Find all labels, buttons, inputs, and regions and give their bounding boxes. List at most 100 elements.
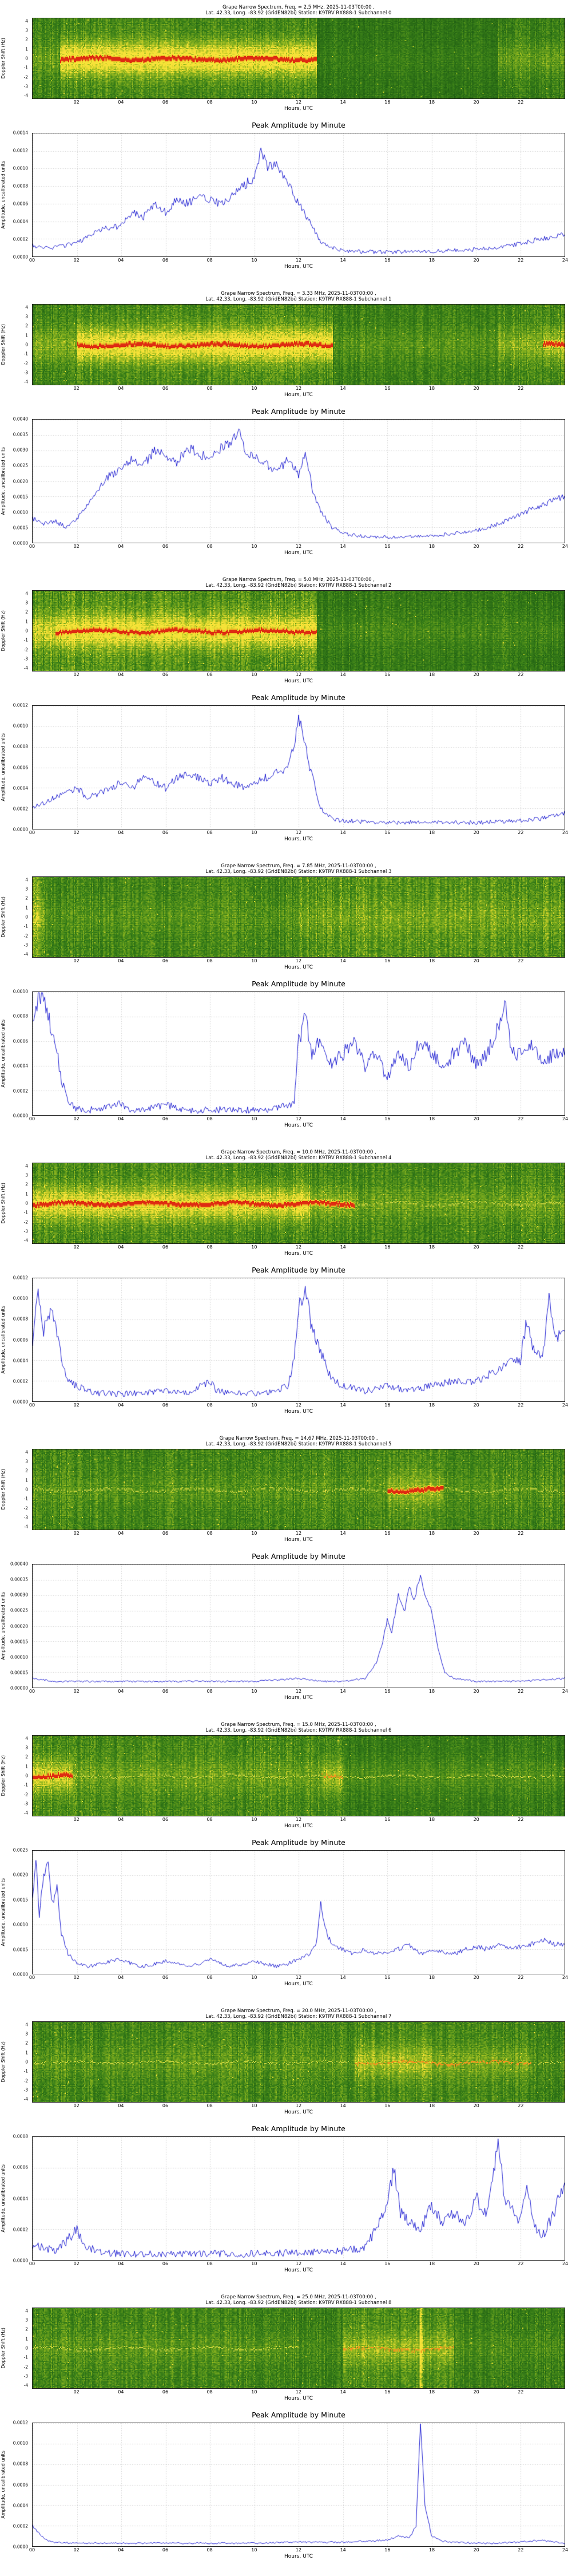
spectrogram-ytick: -2: [23, 1506, 28, 1511]
amplitude-xtick: 14: [340, 1975, 346, 1980]
amplitude-ytick: 0.0000: [13, 540, 28, 546]
spectrogram-xtick: 06: [162, 100, 169, 105]
spectrogram-xtick-labels: 02 04 06 08 10 12 14 16 18 20 22: [32, 1530, 565, 1537]
amplitude-xtick: 16: [384, 258, 391, 263]
spectrogram-ytick: 2: [25, 2040, 28, 2046]
amplitude-xtick: 08: [206, 830, 213, 835]
amplitude-xtick: 14: [340, 1689, 346, 1694]
amplitude-xtick: 00: [29, 1689, 35, 1694]
amplitude-ytick-labels: 0.0000 0.0002 0.0004 0.0006 0.0008 0.0010 0.00…: [6, 2420, 30, 2550]
spectrogram-ytick: -1: [23, 923, 28, 929]
spectrogram-xtick: 08: [206, 1244, 213, 1250]
amplitude-xtick-labels: 00 02 04 06 08 10 12 14 16 18 20 22 24: [29, 1974, 568, 1981]
amplitude-ytick: 0.0000: [13, 254, 28, 260]
amplitude-xtick: 08: [206, 2261, 213, 2266]
doppler-spectrogram-image: [33, 2308, 565, 2388]
spectrogram-xtick: 12: [295, 386, 302, 391]
amplitude-ytick: 0.0000: [13, 1113, 28, 1119]
spectrogram-title-line2: Lat. 42.33, Long. -83.92 (GridEN82bi) St…: [205, 2300, 392, 2306]
amplitude-xtick: 06: [162, 2547, 169, 2553]
amplitude-xtick: 22: [518, 258, 524, 263]
spectrogram-xtick: 20: [473, 958, 479, 963]
amplitude-xtick: 18: [428, 1689, 435, 1694]
amplitude-xtick: 22: [518, 1402, 524, 1408]
amplitude-xtick: 02: [73, 1689, 80, 1694]
spectrogram-xtick: 12: [295, 2389, 302, 2395]
amplitude-xtick: 20: [473, 830, 479, 835]
doppler-spectrogram-image: [33, 591, 565, 671]
amplitude-xtick: 04: [118, 2261, 124, 2266]
spectrogram-ytick: 0: [25, 2059, 28, 2065]
subchannel-section-8: Grape Narrow Spectrum, Freq. = 25.0 MHz,…: [0, 2290, 572, 2576]
amplitude-xtick: 22: [518, 830, 524, 835]
amplitude-xtick: 16: [384, 544, 391, 549]
spectrogram-xtick: 16: [384, 672, 391, 677]
peak-amplitude-chart: [33, 2423, 565, 2546]
spectrogram-xtick: 12: [295, 672, 302, 677]
amplitude-plot-frame: [32, 705, 565, 829]
spectrogram-ytick: 0: [25, 1200, 28, 1206]
amplitude-xtick: 20: [473, 2547, 479, 2553]
amplitude-ytick: 0.0006: [13, 765, 28, 770]
spectrogram-xlabel: Hours, UTC: [284, 1823, 313, 1829]
doppler-spectrogram-image: [33, 305, 565, 385]
amplitude-xtick: 06: [162, 1975, 169, 1980]
subchannel-section-7: Grape Narrow Spectrum, Freq. = 20.0 MHz,…: [0, 2004, 572, 2290]
amplitude-ytick: 0.0010: [13, 1922, 28, 1927]
amplitude-xtick: 16: [384, 1116, 391, 1121]
spectrogram-ytick: 3: [25, 1745, 28, 1751]
amplitude-xtick: 20: [473, 1689, 479, 1694]
spectrogram-ytick: 3: [25, 2031, 28, 2037]
spectrogram-ytick: 0: [25, 1773, 28, 1779]
amplitude-ytick: 0.0002: [13, 2523, 28, 2529]
amplitude-ytick: 0.0005: [13, 525, 28, 531]
amplitude-ytick: 0.0015: [13, 1897, 28, 1903]
amplitude-chart-title: Peak Amplitude by Minute: [252, 1266, 345, 1274]
amplitude-xtick-labels: 00 02 04 06 08 10 12 14 16 18 20 22 24: [29, 543, 569, 550]
spectrogram-title-line2: Lat. 42.33, Long. -83.92 (GridEN82bi) St…: [205, 297, 392, 302]
spectrogram-xtick: 04: [118, 1817, 124, 1822]
spectrogram-xtick: 06: [162, 2389, 169, 2395]
amplitude-ylabel: Amplitude, uncalibrated units: [1, 161, 6, 229]
spectrogram-xtick: 14: [340, 1817, 346, 1822]
spectrogram-ytick: 1: [25, 2050, 28, 2056]
amplitude-xtick: 18: [428, 2261, 435, 2266]
spectrogram-title-line2: Lat. 42.33, Long. -83.92 (GridEN82bi) St…: [205, 869, 392, 875]
amplitude-xtick: 12: [295, 2261, 302, 2266]
spectrogram-xtick: 16: [384, 1531, 391, 1536]
amplitude-xtick: 10: [251, 1116, 257, 1121]
spectrogram-xtick: 02: [73, 100, 80, 105]
spectrogram-ytick: -2: [23, 2364, 28, 2370]
amplitude-xtick: 24: [562, 544, 569, 549]
amplitude-xtick: 24: [562, 2261, 569, 2266]
amplitude-xtick: 10: [251, 544, 257, 549]
spectrogram-xtick: 08: [206, 386, 213, 391]
amplitude-chart-title: Peak Amplitude by Minute: [252, 407, 345, 416]
spectrogram-ytick: -3: [23, 1801, 28, 1807]
spectrogram-ytick: -2: [23, 2078, 28, 2084]
amplitude-xtick: 00: [29, 1402, 35, 1408]
spectrogram-xtick-labels: 02 04 06 08 10 12 14 16 18 20 22: [32, 2103, 565, 2109]
amplitude-xtick: 06: [162, 2261, 169, 2266]
amplitude-xtick: 12: [295, 1975, 302, 1980]
amplitude-ytick-labels: 0.0000 0.0005 0.0010 0.0015 0.0020 0.0025: [6, 1848, 30, 1977]
amplitude-ytick: 0.0004: [13, 1358, 28, 1364]
spectrogram-ylabel: Doppler Shift (Hz): [1, 1183, 6, 1224]
spectrogram-xtick: 20: [473, 1531, 479, 1536]
amplitude-ytick-labels: 0.0000 0.0002 0.0004 0.0006 0.0008 0.0010 0.00…: [6, 703, 30, 832]
spectrogram-ytick: -4: [23, 93, 28, 98]
amplitude-ytick: 0.0000: [13, 2544, 28, 2550]
amplitude-xtick: 00: [29, 544, 35, 549]
subchannel-section-2: Grape Narrow Spectrum, Freq. = 5.0 MHz, …: [0, 572, 572, 859]
amplitude-xtick: 22: [518, 544, 524, 549]
doppler-spectrogram-image: [33, 1163, 565, 1243]
amplitude-xtick: 24: [562, 830, 569, 835]
amplitude-ytick: 0.00000: [10, 1685, 28, 1691]
amplitude-ytick: 0.0000: [13, 1971, 28, 1977]
spectrogram-panel: Grape Narrow Spectrum, Freq. = 25.0 MHz,…: [0, 2294, 572, 2403]
amplitude-xtick-labels: 00 02 04 06 08 10 12 14 16 18 20 22 24: [29, 2261, 569, 2267]
amplitude-xlabel: Hours, UTC: [284, 836, 313, 842]
amplitude-xtick: 24: [562, 258, 569, 263]
spectrogram-ytick: -1: [23, 2068, 28, 2074]
